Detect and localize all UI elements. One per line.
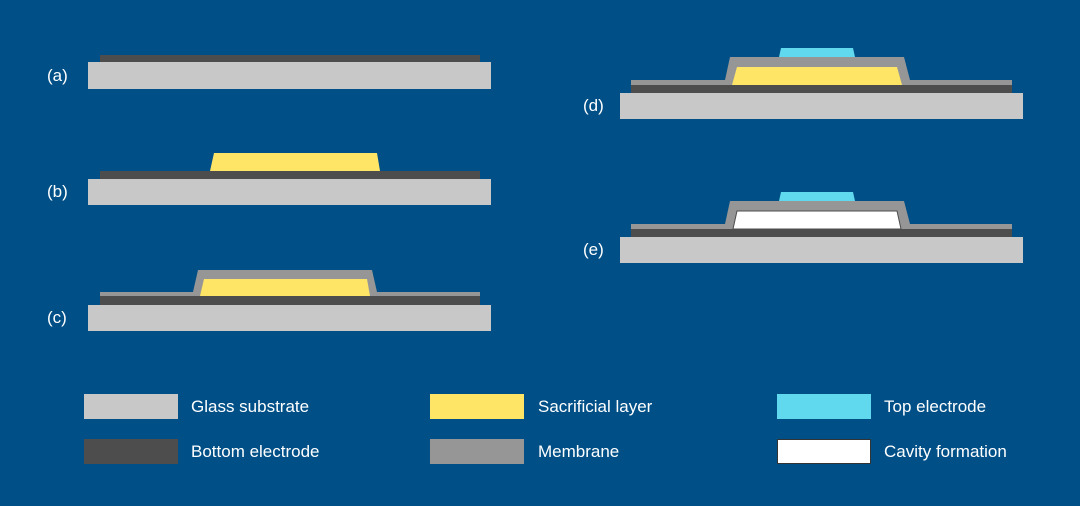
step-b — [88, 153, 491, 205]
legend-label: Bottom electrode — [191, 442, 320, 461]
step-label-e: (e) — [583, 240, 604, 259]
step-d — [620, 48, 1023, 119]
step-c — [88, 270, 491, 331]
bottom-electrode — [100, 171, 480, 179]
sacrificial-layer — [210, 153, 380, 171]
sacrificial-layer — [732, 67, 902, 85]
step-label-a: (a) — [47, 66, 68, 85]
legend-swatch-cavity-formation — [777, 439, 871, 464]
step-label-d: (d) — [583, 96, 604, 115]
bottom-electrode — [100, 55, 480, 62]
sacrificial-layer — [200, 279, 370, 296]
legend-swatch-bottom-electrode — [84, 439, 178, 464]
step-a — [88, 55, 491, 89]
glass-substrate — [88, 305, 491, 331]
bottom-electrode — [631, 229, 1012, 237]
cavity — [732, 210, 902, 230]
legend-swatch-sacrificial-layer — [430, 394, 524, 419]
glass-substrate — [620, 237, 1023, 263]
top-electrode — [779, 48, 855, 57]
step-label-c: (c) — [47, 308, 67, 327]
step-label-b: (b) — [47, 182, 68, 201]
legend-label: Cavity formation — [884, 442, 1007, 461]
glass-substrate — [620, 93, 1023, 119]
legend-swatch-glass-substrate — [84, 394, 178, 419]
legend-swatch-top-electrode — [777, 394, 871, 419]
legend-label: Top electrode — [884, 397, 987, 416]
legend-label: Sacrificial layer — [538, 397, 653, 416]
glass-substrate — [88, 179, 491, 205]
legend-label: Glass substrate — [191, 397, 310, 416]
glass-substrate — [88, 62, 491, 89]
legend-swatch-membrane — [430, 439, 524, 464]
step-e — [620, 192, 1023, 263]
bottom-electrode — [100, 296, 480, 305]
bottom-electrode — [631, 85, 1012, 93]
legend-label: Membrane — [538, 442, 620, 461]
top-electrode — [779, 192, 855, 201]
